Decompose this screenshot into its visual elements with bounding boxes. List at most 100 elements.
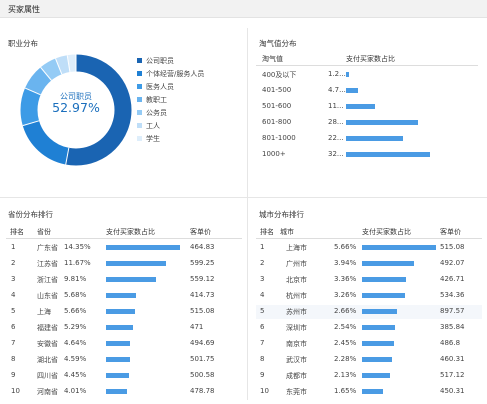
- legend-label: 个体经营/服务人员: [146, 69, 205, 78]
- province-row-bar: [106, 341, 130, 346]
- city-row-pct: 2.66%: [334, 307, 357, 315]
- legend-swatch: [137, 71, 142, 76]
- city-row-name: 东莞市: [286, 388, 307, 396]
- city-row-pct: 1.65%: [334, 387, 357, 395]
- taoqi-row-label: 1000+: [262, 150, 286, 158]
- province-row-bar: [106, 357, 130, 362]
- city-row-price: 486.8: [440, 339, 461, 347]
- city-row: 10 东莞市 1.65% 450.31: [256, 384, 482, 400]
- city-row-price: 385.84: [440, 323, 465, 331]
- city-header-divider: [256, 238, 482, 239]
- city-row-pct: 3.36%: [334, 275, 357, 283]
- province-row-rank: 8: [11, 355, 16, 363]
- taoqi-row-bar: [346, 72, 350, 77]
- taoqi-row: 400及以下 1.2...: [256, 67, 478, 83]
- province-row-price: 559.12: [190, 275, 215, 283]
- donut-slice-2: [20, 54, 132, 166]
- taoqi-row-label: 400及以下: [262, 71, 297, 79]
- province-row-pct: 4.01%: [64, 387, 87, 395]
- province-row-name: 浙江省: [37, 276, 58, 284]
- province-row-price: 464.83: [190, 243, 215, 251]
- taoqi-header-divider: [256, 65, 478, 66]
- city-row-bar: [362, 261, 414, 266]
- legend-swatch: [137, 84, 142, 89]
- province-row-name: 四川省: [37, 372, 58, 380]
- city-col-price: 客单价: [440, 228, 461, 236]
- city-row-name: 北京市: [286, 276, 307, 284]
- taoqi-row-bar: [346, 88, 358, 93]
- city-row: 8 武汉市 2.28% 460.31: [256, 352, 482, 368]
- province-row: 5 上海 5.66% 515.08: [6, 304, 242, 320]
- legend-item: 工人: [137, 119, 204, 132]
- city-row-rank: 5: [260, 307, 265, 315]
- legend-label: 学生: [146, 134, 160, 143]
- taoqi-row-bar: [346, 152, 430, 157]
- city-row-pct: 3.94%: [334, 259, 357, 267]
- province-col-rank: 排名: [10, 228, 24, 236]
- donut-center-label: 公司职员: [60, 92, 92, 101]
- taoqi-row-pct: 4.7...: [328, 86, 346, 94]
- taoqi-row: 1000+ 32...: [256, 147, 478, 163]
- province-row-bar: [106, 245, 180, 250]
- city-row-rank: 10: [260, 387, 269, 395]
- city-row-price: 460.31: [440, 355, 465, 363]
- province-row-name: 山东省: [37, 292, 58, 300]
- province-row-pct: 14.35%: [64, 243, 91, 251]
- legend-label: 公司职员: [146, 56, 174, 65]
- province-row-bar: [106, 261, 166, 266]
- legend-label: 公务员: [146, 108, 167, 117]
- province-row-price: 500.58: [190, 371, 215, 379]
- legend-swatch: [137, 97, 142, 102]
- province-row-pct: 4.64%: [64, 339, 87, 347]
- donut-center-value: 52.97%: [52, 100, 100, 115]
- taoqi-row: 401-500 4.7...: [256, 83, 478, 99]
- province-row-pct: 5.66%: [64, 307, 87, 315]
- province-row-name: 湖北省: [37, 356, 58, 364]
- legend-item: 学生: [137, 132, 204, 145]
- province-row-bar: [106, 325, 134, 330]
- city-row-pct: 5.66%: [334, 243, 357, 251]
- province-row: 7 安徽省 4.64% 494.69: [6, 336, 242, 352]
- province-row-bar: [106, 293, 136, 298]
- taoqi-title: 淘气值分布: [259, 39, 297, 48]
- province-col-price: 客单价: [190, 228, 211, 236]
- donut-separator-1: [65, 147, 70, 165]
- city-row-rank: 9: [260, 371, 265, 379]
- city-row-name: 武汉市: [286, 356, 307, 364]
- legend-swatch: [137, 136, 142, 141]
- city-row-bar: [362, 341, 394, 346]
- province-row-name: 江苏省: [37, 260, 58, 268]
- city-col-rank: 排名: [260, 228, 274, 236]
- province-row-rank: 6: [11, 323, 16, 331]
- province-row-rank: 10: [11, 387, 20, 395]
- taoqi-row-label: 601-800: [262, 118, 292, 126]
- province-row-price: 478.78: [190, 387, 215, 395]
- legend-item: 教职工: [137, 93, 204, 106]
- province-row-pct: 4.59%: [64, 355, 87, 363]
- city-row-name: 杭州市: [286, 292, 307, 300]
- donut-separator-2: [22, 120, 40, 127]
- taoqi-row-label: 401-500: [262, 86, 292, 94]
- province-col-name: 省份: [37, 228, 51, 236]
- city-row-pct: 2.45%: [334, 339, 357, 347]
- city-row-name: 南京市: [286, 340, 307, 348]
- province-row: 10 河南省 4.01% 478.78: [6, 384, 242, 400]
- province-row-pct: 9.81%: [64, 275, 87, 283]
- city-row-name: 成都市: [286, 372, 307, 380]
- city-title: 城市分布排行: [259, 210, 304, 219]
- city-row-name: 上海市: [286, 244, 307, 252]
- city-row: 7 南京市 2.45% 486.8: [256, 336, 482, 352]
- taoqi-row-bar: [346, 120, 419, 125]
- city-row-name: 苏州市: [286, 308, 307, 316]
- taoqi-row-pct: 32...: [328, 150, 344, 158]
- province-row: 3 浙江省 9.81% 559.12: [6, 272, 242, 288]
- column-divider: [247, 28, 248, 400]
- province-row-rank: 3: [11, 275, 16, 283]
- province-row-name: 上海: [37, 308, 51, 316]
- province-row-bar: [106, 309, 135, 314]
- province-row-price: 599.25: [190, 259, 215, 267]
- legend-item: 个体经营/服务人员: [137, 67, 204, 80]
- city-row-price: 426.71: [440, 275, 465, 283]
- taoqi-row-pct: 1.2...: [328, 70, 346, 78]
- province-row: 1 广东省 14.35% 464.83: [6, 240, 242, 256]
